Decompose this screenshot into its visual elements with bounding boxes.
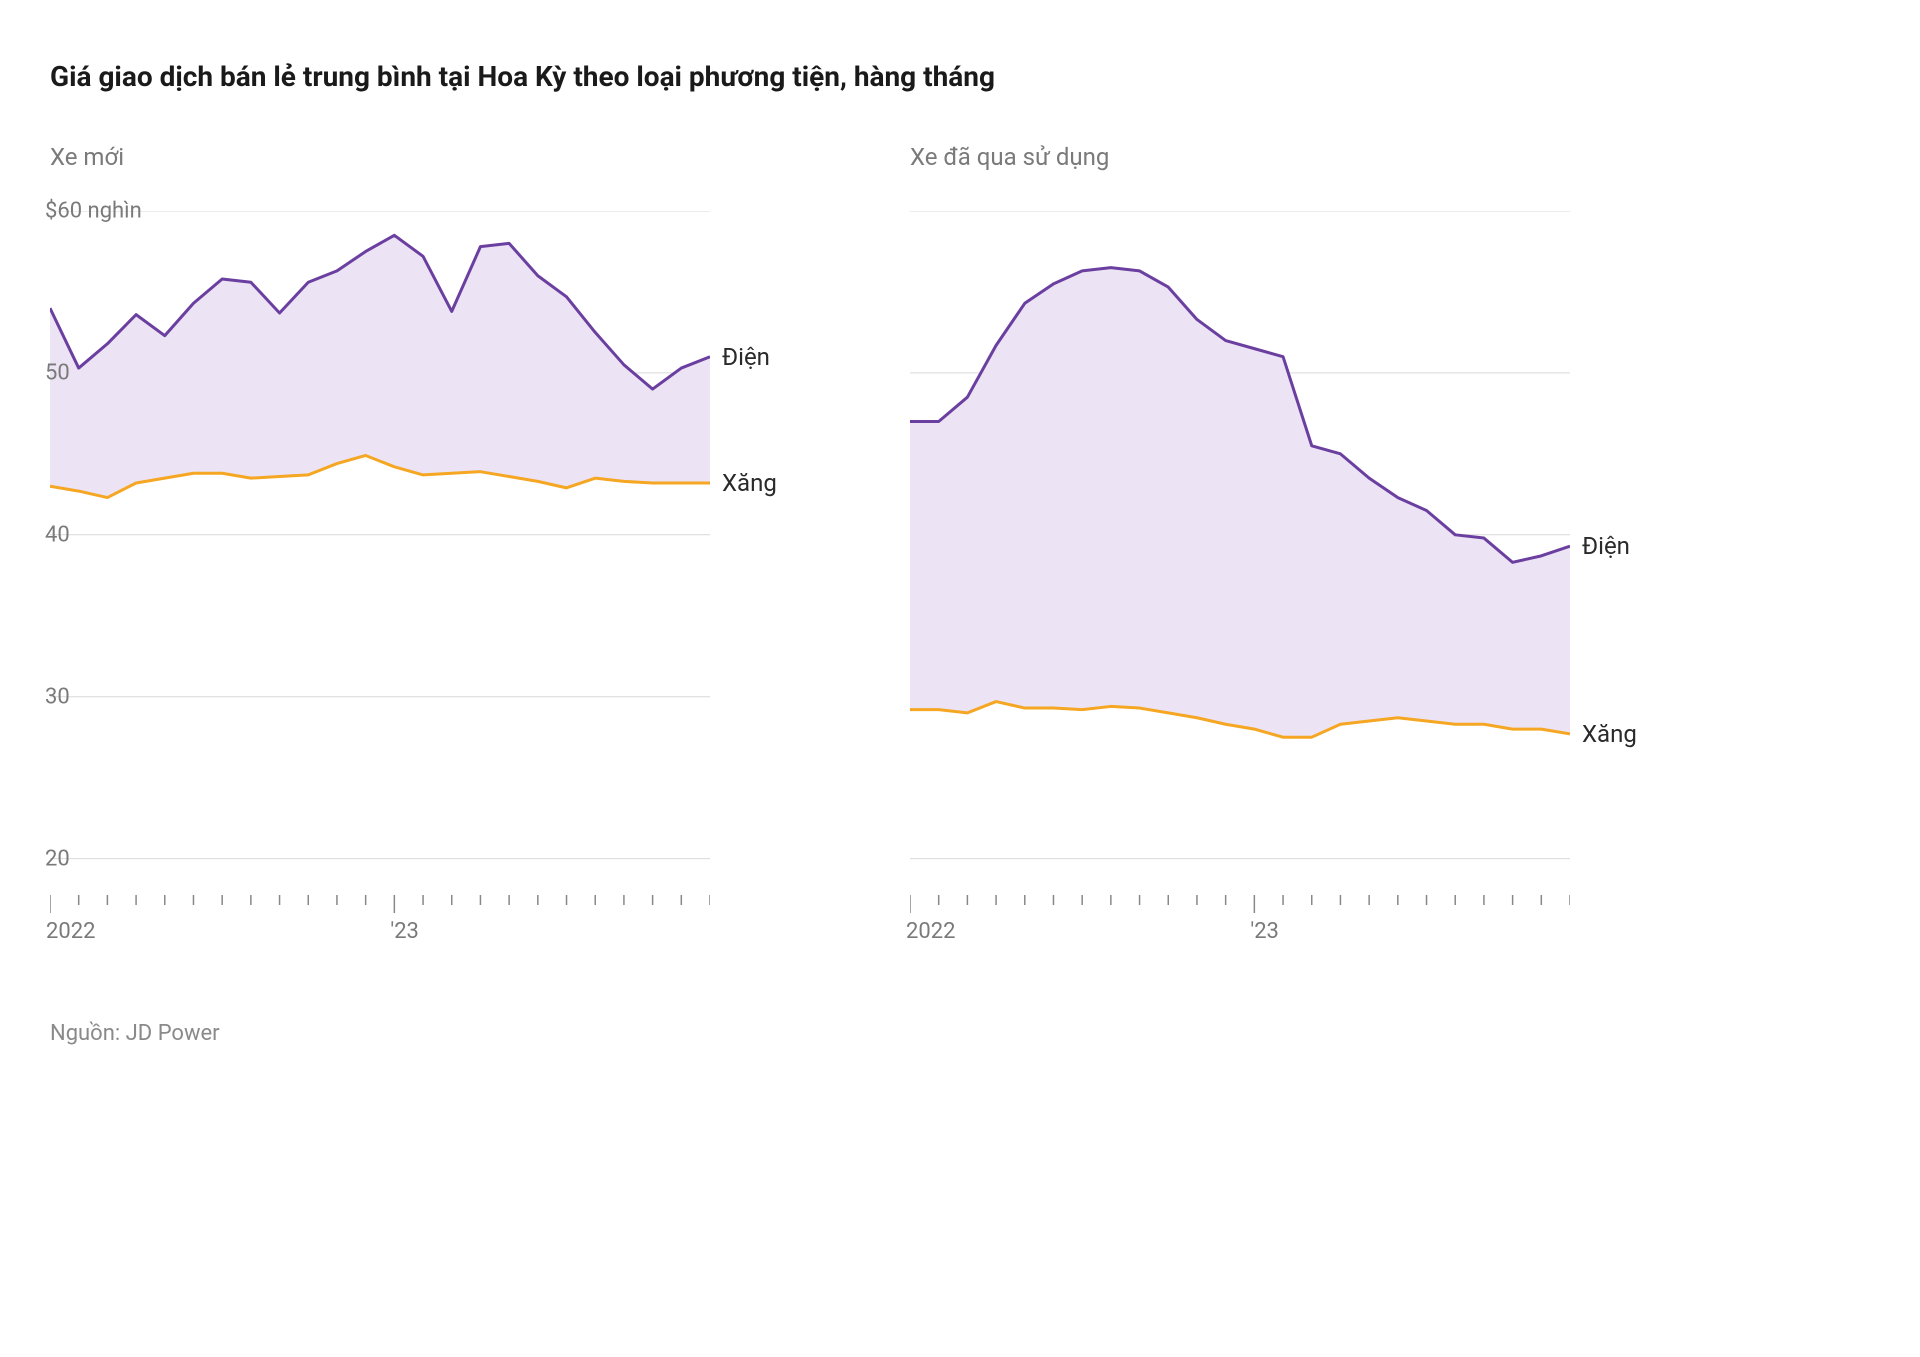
y-tick-label: $60 nghìn: [45, 199, 142, 224]
series-label-electric: Điện: [1582, 532, 1630, 560]
x-tick-label: 2022: [46, 919, 95, 944]
chart-plot-area: 20304050$60 nghìn2022'23ĐiệnXăng: [50, 211, 800, 951]
chart-source: Nguồn: JD Power: [50, 1021, 1870, 1046]
panels-row: Xe mới20304050$60 nghìn2022'23ĐiệnXăngXe…: [50, 143, 1870, 951]
panel-subtitle: Xe đã qua sử dụng: [910, 143, 1660, 171]
y-tick-label: 40: [45, 522, 70, 547]
x-tick-label: 2022: [906, 919, 955, 944]
series-label-gas: Xăng: [1582, 720, 1637, 748]
y-tick-label: 50: [45, 360, 70, 385]
series-label-gas: Xăng: [722, 469, 777, 497]
chart-svg: [910, 211, 1570, 921]
chart-panel-used: Xe đã qua sử dụng2022'23ĐiệnXăng: [910, 143, 1660, 951]
x-tick-label: '23: [390, 919, 419, 944]
chart-title: Giá giao dịch bán lẻ trung bình tại Hoa …: [50, 60, 1870, 93]
chart-container: Giá giao dịch bán lẻ trung bình tại Hoa …: [50, 60, 1870, 1046]
chart-svg: [50, 211, 710, 921]
chart-panel-new: Xe mới20304050$60 nghìn2022'23ĐiệnXăng: [50, 143, 800, 951]
area-between: [50, 235, 710, 497]
area-between: [910, 268, 1570, 738]
x-tick-label: '23: [1250, 919, 1279, 944]
panel-subtitle: Xe mới: [50, 143, 800, 171]
y-tick-label: 20: [45, 846, 70, 871]
series-label-electric: Điện: [722, 343, 770, 371]
chart-plot-area: 2022'23ĐiệnXăng: [910, 211, 1660, 951]
y-tick-label: 30: [45, 684, 70, 709]
